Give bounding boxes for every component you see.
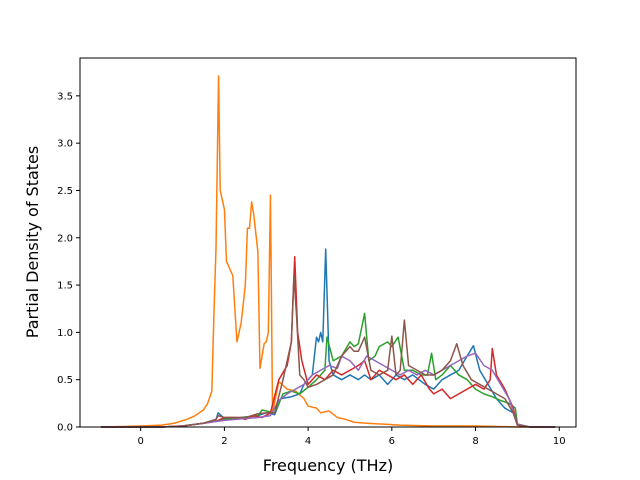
series-line-5 — [100, 352, 556, 428]
y-tick-label: 2.5 — [57, 186, 73, 197]
y-tick-label: 1.5 — [57, 281, 73, 292]
y-tick-label: 3.0 — [57, 139, 73, 150]
x-axis-label: Frequency (THz) — [263, 456, 393, 475]
x-tick-label: 2 — [221, 436, 227, 447]
y-tick-label: 3.5 — [57, 91, 73, 102]
x-tick-label: 8 — [472, 436, 478, 447]
x-tick-label: 0 — [138, 436, 144, 447]
series-line-2 — [100, 75, 556, 428]
x-axis-ticks: 0 2 4 6 8 10 — [138, 427, 566, 447]
y-tick-label: 1.0 — [57, 328, 73, 339]
y-tick-label: 0.5 — [57, 375, 73, 386]
y-axis-ticks: 0.0 0.5 1.0 1.5 2.0 2.5 3.0 3.5 — [57, 91, 80, 434]
y-tick-label: 2.0 — [57, 233, 73, 244]
y-axis-label: Partial Density of States — [23, 146, 42, 338]
series-line-6 — [100, 274, 556, 428]
x-tick-label: 6 — [389, 436, 395, 447]
plot-area-background — [80, 58, 576, 427]
x-tick-label: 10 — [553, 436, 566, 447]
series-layer — [100, 75, 556, 428]
y-tick-label: 0.0 — [57, 423, 73, 434]
x-tick-label: 4 — [305, 436, 311, 447]
series-line-1 — [100, 248, 556, 428]
plot-frame — [79, 57, 577, 428]
